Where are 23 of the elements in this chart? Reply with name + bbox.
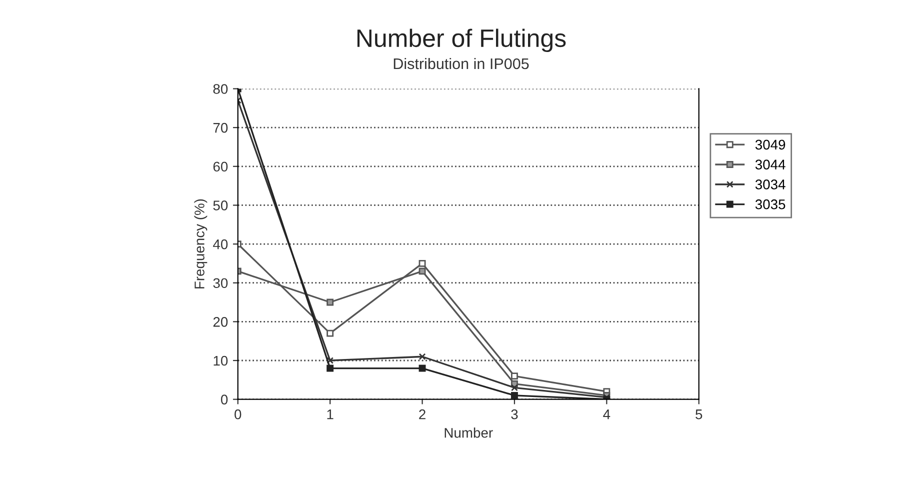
y-tick-label: 80 bbox=[213, 84, 228, 94]
legend-label: 3049 bbox=[755, 140, 786, 150]
chart-title: Number of Flutings bbox=[357, 28, 566, 52]
y-tick-label: 10 bbox=[214, 356, 228, 366]
x-tick-label: 5 bbox=[696, 410, 702, 420]
legend-label: 3035 bbox=[755, 199, 786, 210]
y-tick-label: 60 bbox=[213, 162, 228, 172]
x-axis-title: Number bbox=[444, 428, 493, 438]
legend-label: 3044 bbox=[755, 160, 786, 170]
y-tick-label: 30 bbox=[213, 278, 228, 288]
y-axis-title: Frequency (%) bbox=[194, 199, 208, 288]
y-tick-label: 40 bbox=[213, 239, 228, 250]
y-tick-label: 70 bbox=[213, 122, 228, 133]
chart-subtitle: Distribution in IP005 bbox=[394, 58, 529, 70]
x-tick-label: 1 bbox=[327, 410, 334, 420]
x-tick-label: 2 bbox=[419, 409, 426, 420]
y-tick-label: 0 bbox=[220, 394, 228, 404]
x-tick-label: 4 bbox=[603, 410, 610, 420]
y-tick-label: 20 bbox=[213, 317, 228, 327]
y-tick-label: 50 bbox=[213, 200, 228, 210]
legend-label: 3034 bbox=[755, 180, 786, 190]
x-tick-label: 3 bbox=[511, 409, 518, 420]
x-tick-label: 0 bbox=[234, 409, 242, 420]
